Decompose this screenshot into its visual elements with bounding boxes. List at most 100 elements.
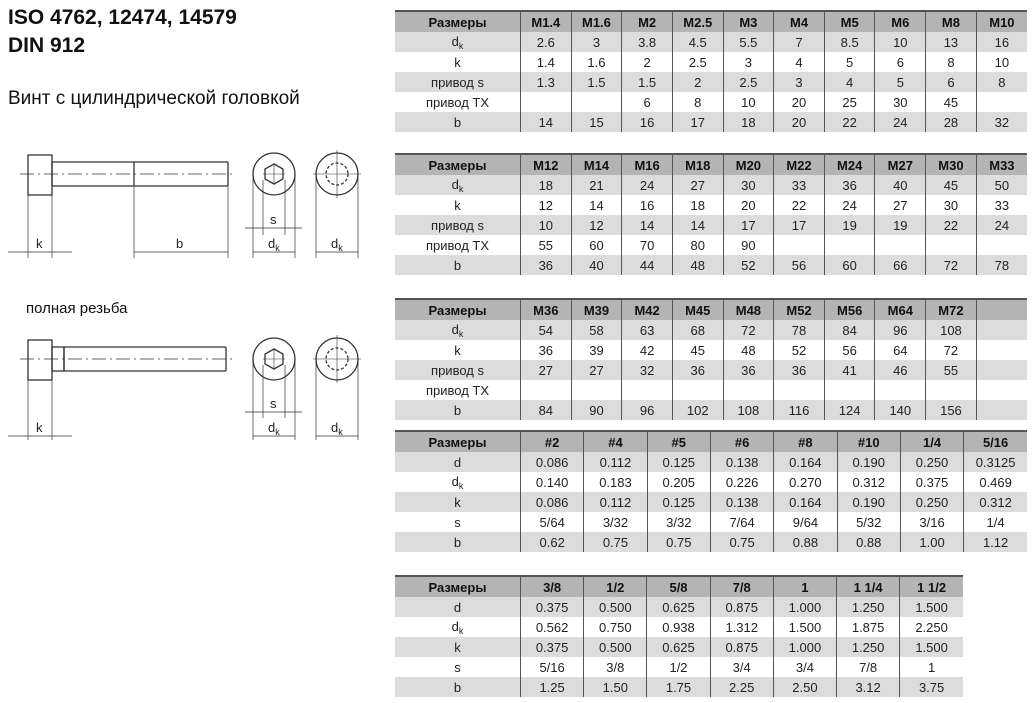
bolt-drawings: k b s dk dk k s dk dk [8,150,361,440]
value-cell: 3 [570,32,622,52]
value-cell: 14 [570,195,622,215]
value-cell: 5.5 [722,32,774,52]
value-cell: 58 [570,320,622,340]
value-cell [874,235,926,255]
value-cell: 66 [874,255,926,275]
value-cell: 24 [823,195,875,215]
table-row: d 0.086 0.112 0.125 0.138 0.164 0.190 0.250 0.31… [395,452,1027,472]
size-header-cell: M6 [874,10,926,32]
row-label: b [395,400,521,420]
value-cell: 22 [773,195,825,215]
size-header-cell: M24 [823,153,875,175]
value-cell: 1.875 [836,617,900,637]
dim-dk-label: dk [331,420,343,437]
value-cell: 21 [570,175,622,195]
value-cell: 48 [722,340,774,360]
value-cell [823,380,875,400]
value-cell: 32 [621,360,673,380]
table-row: привод s 10 12 14 14 17 17 19 19 22 24 [395,215,1027,235]
value-cell [773,380,825,400]
size-header-cell: M20 [722,153,774,175]
dim-dk-label: dk [331,236,343,253]
value-cell: 4 [823,72,875,92]
value-cell: 14 [621,215,673,235]
value-cell: 44 [621,255,673,275]
size-header-cell: M8 [925,10,977,32]
value-cell: 5 [823,52,875,72]
value-cell: 36 [773,360,825,380]
table-row: s 5/16 3/8 1/2 3/4 3/4 7/8 1 [395,657,963,677]
value-cell: 45 [925,92,977,112]
value-cell: 0.750 [583,617,647,637]
size-header-cell: M36 [520,298,572,320]
value-cell [975,400,1027,420]
value-cell: 18 [520,175,572,195]
value-cell: 1.4 [520,52,572,72]
value-cell: 0.205 [646,472,711,492]
table-row: b 0.62 0.75 0.75 0.75 0.88 0.88 1.00 1.12 [395,532,1027,552]
size-header-cell: #8 [773,430,838,452]
size-table: Размеры M36 M39 M42 M45 M48 M52 M56 M64 M72 dk 54 58… [395,298,1027,420]
value-cell: 12 [570,215,622,235]
value-cell: 22 [925,215,977,235]
row-label: s [395,512,521,532]
value-cell: 40 [874,175,926,195]
bolt-partial-thread-drawing: k b s dk dk [8,150,361,258]
standard-title-din: DIN 912 [8,34,86,57]
size-header-cell: 1/2 [583,575,647,597]
value-cell [975,360,1027,380]
value-cell: 5/64 [519,512,584,532]
row-label: b [395,677,521,697]
dim-dk-label: dk [268,420,280,437]
size-header-cell: M12 [520,153,572,175]
value-cell [975,235,1027,255]
value-cell: 6 [621,92,673,112]
value-cell: 0.375 [899,472,964,492]
value-cell [925,380,977,400]
table-row: d 0.375 0.500 0.625 0.875 1.000 1.250 1.500 [395,597,963,617]
value-cell: 4 [773,52,825,72]
row-label: dk [395,175,521,195]
value-cell: 20 [773,92,825,112]
value-cell: 90 [722,235,774,255]
value-cell: 0.88 [773,532,838,552]
value-cell: 52 [722,255,774,275]
value-cell: 2.50 [772,677,837,697]
value-cell [874,380,926,400]
value-cell: 96 [621,400,673,420]
value-cell: 5 [874,72,926,92]
row-label: b [395,112,521,132]
value-cell: 12 [520,195,572,215]
value-cell: 2.250 [899,617,963,637]
value-cell: 0.500 [583,637,647,657]
value-cell: 0.250 [899,452,964,472]
value-cell: 0.086 [519,492,584,512]
value-cell: 3 [773,72,825,92]
value-cell: 56 [823,340,875,360]
table-row: k 0.375 0.500 0.625 0.875 1.000 1.250 1.500 [395,637,963,657]
value-cell: 16 [621,112,673,132]
size-header-cell: M2 [621,10,673,32]
value-cell: 0.190 [836,452,901,472]
value-cell: 1.5 [570,72,622,92]
value-cell: 15 [570,112,622,132]
value-cell: 3/4 [709,657,774,677]
value-cell: 0.625 [646,637,711,657]
value-cell: 33 [773,175,825,195]
value-cell: 46 [874,360,926,380]
value-cell [925,235,977,255]
value-cell: 40 [570,255,622,275]
table-row: dk 18 21 24 27 30 33 36 40 45 50 [395,175,1027,195]
value-cell: 3/32 [646,512,711,532]
value-cell: 0.138 [709,492,774,512]
value-cell: 0.62 [519,532,584,552]
value-cell [722,380,774,400]
value-cell: 5/32 [836,512,901,532]
table-header-row: Размеры 3/8 1/2 5/8 7/8 1 1 1/4 1 1/2 [395,575,963,597]
value-cell: 0.500 [583,597,647,617]
table-row: привод s 1.3 1.5 1.5 2 2.5 3 4 5 6 8 [395,72,1027,92]
value-cell: 0.112 [583,452,648,472]
table-header-row: Размеры M1.4 M1.6 M2 M2.5 M3 M4 M5 M6 M8 M10 [395,10,1027,32]
row-label: k [395,492,521,512]
size-table: Размеры #2 #4 #5 #6 #8 #10 1/4 5/16 d 0.086 0.112 0.… [395,430,1027,552]
